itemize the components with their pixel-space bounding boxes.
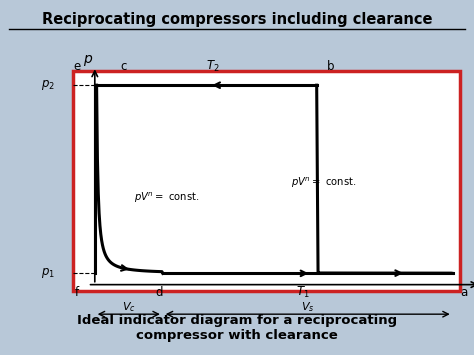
Text: $p$: $p$ [82,53,93,68]
Text: $p_2$: $p_2$ [41,78,55,92]
Text: $pV^n =$ const.: $pV^n =$ const. [134,191,199,205]
Text: $T_1$: $T_1$ [295,285,309,300]
Text: $V_s$: $V_s$ [301,300,314,314]
Text: Reciprocating compressors including clearance: Reciprocating compressors including clea… [42,12,432,27]
Text: b: b [327,60,335,73]
Text: Ideal indicator diagram for a reciprocating
compressor with clearance: Ideal indicator diagram for a reciprocat… [77,314,397,342]
Text: $V_c$: $V_c$ [122,300,136,314]
FancyBboxPatch shape [73,71,460,291]
Text: d: d [155,286,163,299]
Text: $T_2$: $T_2$ [206,59,220,74]
Text: $p_1$: $p_1$ [41,266,55,280]
Text: e: e [73,60,81,73]
Text: f: f [75,286,79,299]
Text: $pV^n =$ const.: $pV^n =$ const. [291,176,356,190]
Text: c: c [120,60,127,73]
Text: a: a [460,286,467,299]
